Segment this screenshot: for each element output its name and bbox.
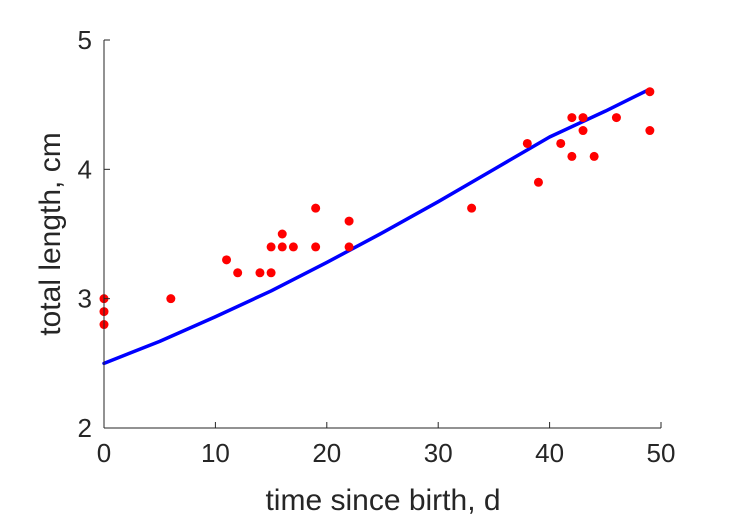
x-tick-label: 10 <box>201 438 230 468</box>
x-tick-label: 30 <box>424 438 453 468</box>
x-axis-label: time since birth, d <box>265 484 500 517</box>
x-tick-label: 0 <box>97 438 111 468</box>
data-point <box>645 126 655 136</box>
y-tick-label: 2 <box>78 413 92 443</box>
y-tick-label: 4 <box>78 154 92 184</box>
data-point <box>578 113 588 123</box>
x-tick-label: 50 <box>647 438 676 468</box>
data-point <box>277 242 287 252</box>
data-point <box>266 268 276 278</box>
data-point <box>522 138 532 148</box>
data-point <box>645 87 655 97</box>
data-point <box>567 113 577 123</box>
data-point <box>467 203 477 213</box>
data-point <box>255 268 265 278</box>
data-point <box>222 255 232 265</box>
data-point <box>344 216 354 226</box>
data-point <box>589 151 599 161</box>
data-point <box>344 242 354 252</box>
data-point <box>311 203 321 213</box>
data-point <box>567 151 577 161</box>
data-point <box>166 294 176 304</box>
data-point <box>533 177 543 187</box>
data-point <box>556 138 566 148</box>
x-tick-label: 20 <box>312 438 341 468</box>
data-point <box>578 126 588 136</box>
data-point <box>233 268 243 278</box>
data-point <box>611 113 621 123</box>
y-axis-label: total length, cm <box>34 132 67 335</box>
y-tick-label: 5 <box>78 25 92 55</box>
y-tick-label: 3 <box>78 284 92 314</box>
data-point <box>288 242 298 252</box>
data-point <box>277 229 287 239</box>
fit-line <box>102 87 652 366</box>
x-tick-label: 40 <box>535 438 564 468</box>
data-point <box>266 242 276 252</box>
data-point <box>311 242 321 252</box>
